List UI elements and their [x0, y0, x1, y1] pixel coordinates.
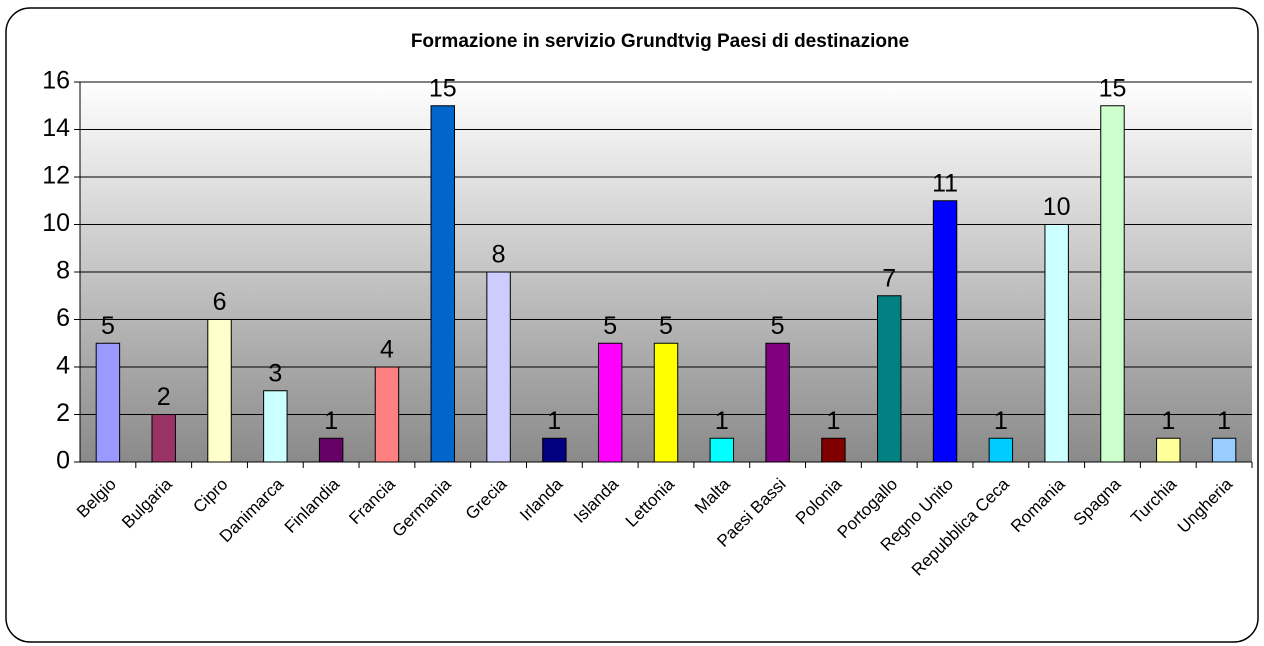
- bar: [1211, 437, 1237, 463]
- data-label: 1: [324, 407, 338, 435]
- bar: [207, 319, 232, 463]
- bar: [151, 414, 176, 463]
- bar: [932, 200, 958, 463]
- bar: [765, 342, 790, 463]
- data-label: 2: [157, 383, 171, 411]
- data-label: 1: [1217, 407, 1231, 435]
- bar: [1156, 437, 1181, 463]
- bar: [542, 437, 567, 463]
- data-label: 1: [1161, 407, 1175, 435]
- data-label: 8: [492, 241, 506, 269]
- bar: [1044, 224, 1069, 463]
- bar: [653, 342, 679, 463]
- data-label: 15: [429, 74, 457, 102]
- y-tick-label: 16: [42, 67, 70, 95]
- data-label: 1: [547, 407, 561, 435]
- data-label: 5: [101, 312, 115, 340]
- y-tick-label: 0: [56, 447, 70, 475]
- data-label: 6: [213, 288, 227, 316]
- data-label: 15: [1099, 74, 1127, 102]
- bar: [877, 295, 902, 463]
- bar: [988, 437, 1014, 463]
- bar: [597, 342, 623, 463]
- y-tick-label: 2: [56, 399, 70, 427]
- bar: [95, 342, 121, 463]
- bar: [709, 437, 735, 463]
- y-tick-label: 8: [56, 257, 70, 285]
- chart-title: Formazione in servizio Grundtvig Paesi d…: [411, 31, 909, 52]
- y-tick-label: 4: [56, 352, 70, 380]
- y-tick-label: 6: [56, 304, 70, 332]
- data-label: 5: [659, 312, 673, 340]
- data-label: 11: [932, 169, 958, 197]
- bar: [263, 390, 288, 463]
- data-label: 1: [826, 407, 840, 435]
- y-tick-label: 10: [42, 209, 70, 237]
- bar: [430, 105, 455, 463]
- data-label: 5: [771, 312, 785, 340]
- y-tick-label: 12: [42, 162, 70, 190]
- data-label: 5: [603, 312, 617, 340]
- data-label: 1: [994, 407, 1008, 435]
- bar: [486, 271, 511, 463]
- data-label: 4: [380, 336, 394, 364]
- data-label: 10: [1043, 193, 1071, 221]
- bar: [821, 437, 846, 463]
- y-tick-label: 14: [42, 114, 70, 142]
- bar: [318, 437, 344, 463]
- data-label: 1: [715, 407, 729, 435]
- data-label: 3: [268, 359, 282, 387]
- bar: [374, 366, 400, 463]
- bar: [1100, 105, 1125, 463]
- data-label: 7: [882, 264, 896, 292]
